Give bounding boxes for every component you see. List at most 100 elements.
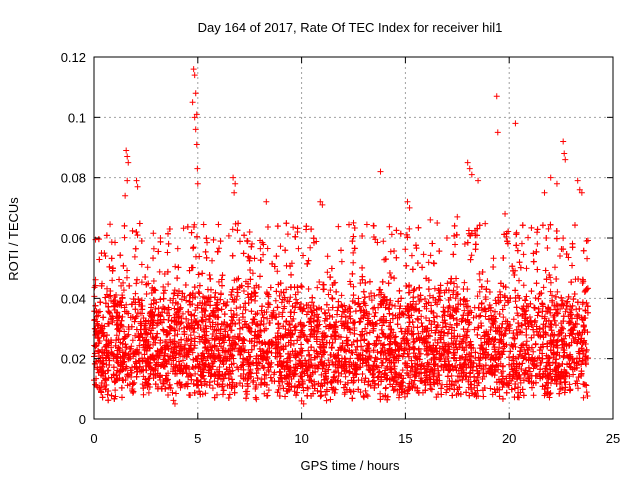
data-point: [290, 224, 297, 231]
data-point: [509, 343, 516, 350]
data-point: [307, 244, 314, 251]
data-point: [394, 321, 401, 328]
data-point: [236, 238, 243, 245]
data-point: [482, 313, 489, 320]
data-point: [132, 332, 139, 339]
data-point: [138, 261, 145, 268]
data-point: [324, 315, 331, 322]
data-point: [333, 288, 340, 295]
data-point: [132, 290, 139, 297]
data-point: [582, 307, 589, 314]
chart-title: Day 164 of 2017, Rate Of TEC Index for r…: [198, 20, 503, 35]
data-point: [461, 241, 468, 248]
data-point: [570, 371, 577, 378]
data-point: [162, 287, 169, 294]
data-point: [346, 303, 353, 310]
data-point: [501, 302, 508, 309]
data-point: [91, 350, 98, 357]
data-point: [523, 265, 530, 272]
data-point: [566, 373, 573, 380]
data-point: [131, 253, 138, 260]
data-point: [145, 389, 152, 396]
data-point: [476, 276, 483, 283]
data-point: [528, 384, 535, 391]
data-point: [211, 378, 218, 385]
data-point: [113, 332, 120, 339]
data-point: [341, 391, 348, 398]
data-point: [476, 288, 483, 295]
data-point: [107, 221, 114, 228]
data-point: [286, 320, 293, 327]
data-point: [420, 251, 427, 258]
data-point: [525, 234, 532, 241]
data-point: [553, 235, 560, 242]
data-point: [534, 229, 541, 236]
data-point: [532, 295, 539, 302]
data-point: [387, 248, 394, 255]
data-point: [204, 239, 211, 246]
data-point: [273, 253, 280, 260]
data-point: [329, 313, 336, 320]
data-point: [571, 291, 578, 298]
data-point: [520, 341, 527, 348]
data-point: [572, 334, 579, 341]
data-point: [305, 257, 312, 264]
data-point: [358, 377, 365, 384]
data-point: [188, 336, 195, 343]
data-point: [276, 382, 283, 389]
data-point: [431, 285, 438, 292]
data-point: [347, 281, 354, 288]
data-point: [366, 329, 373, 336]
data-point: [170, 397, 177, 404]
data-point: [341, 309, 348, 316]
data-point: [254, 365, 261, 372]
data-point: [159, 326, 166, 333]
data-point: [304, 385, 311, 392]
data-point: [476, 270, 483, 277]
data-point: [530, 348, 537, 355]
data-point: [426, 292, 433, 299]
data-point: [387, 297, 394, 304]
data-point: [189, 349, 196, 356]
data-point: [480, 393, 487, 400]
data-point: [196, 290, 203, 297]
data-point: [257, 321, 264, 328]
data-point: [485, 316, 492, 323]
data-point: [233, 312, 240, 319]
data-point: [516, 277, 523, 284]
data-point: [338, 258, 345, 265]
data-point: [488, 312, 495, 319]
data-point: [482, 220, 489, 227]
data-point: [137, 337, 143, 344]
data-point: [520, 251, 527, 258]
data-point: [225, 232, 232, 239]
data-point: [510, 316, 517, 323]
data-point: [190, 329, 197, 336]
data-point: [104, 391, 111, 398]
data-point: [575, 385, 582, 392]
data-point: [347, 309, 354, 316]
data-point: [171, 332, 178, 339]
data-point: [236, 325, 243, 332]
data-point: [183, 297, 190, 304]
data-point: [296, 357, 303, 364]
data-point: [399, 367, 406, 374]
data-point: [240, 288, 247, 295]
data-point: [548, 292, 555, 299]
data-point: [350, 259, 357, 266]
data-point: [180, 225, 187, 232]
data-point: [461, 279, 468, 286]
data-point: [165, 281, 172, 288]
data-point: [264, 290, 271, 297]
data-point: [244, 388, 251, 395]
data-point: [277, 243, 284, 250]
data-point: [215, 382, 222, 389]
data-point: [150, 245, 157, 252]
data-point: [559, 297, 566, 304]
data-point: [439, 324, 446, 331]
data-point: [562, 308, 569, 315]
data-point: [110, 371, 117, 378]
data-point: [554, 288, 561, 295]
data-point: [279, 313, 286, 320]
data-point: [371, 304, 378, 311]
